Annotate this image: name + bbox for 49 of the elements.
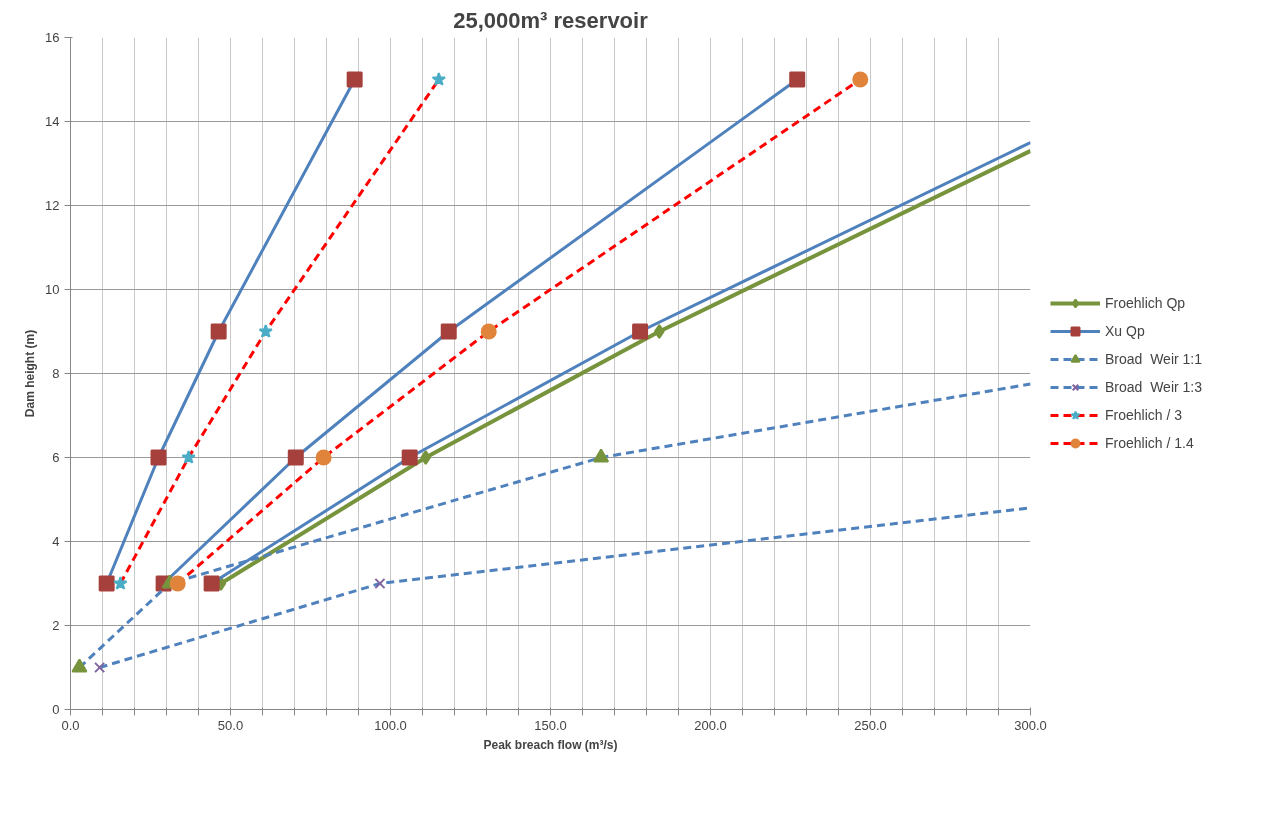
legend-label: Broad Weir 1:1 (1105, 351, 1203, 367)
point (258, 324, 273, 338)
chart-title: 25,000m³ reservoir (453, 7, 649, 33)
y-tick-label: 14 (45, 114, 60, 129)
point (113, 576, 128, 590)
point (98, 575, 115, 592)
point (431, 72, 446, 86)
x-tick-label: 150.0 (534, 717, 567, 733)
x-tick-label: 100.0 (374, 717, 407, 733)
point (653, 324, 665, 339)
point (852, 71, 869, 88)
point (210, 323, 227, 340)
x-axis-title: Peak breach flow (m³/s) (483, 737, 618, 752)
point (94, 661, 106, 674)
point (632, 323, 649, 340)
legend-label: Broad Weir 1:3 (1105, 379, 1203, 395)
x-tick-label: 250.0 (854, 717, 887, 733)
point (71, 658, 88, 673)
point (480, 323, 497, 340)
legend-label: Xu Qp (1105, 323, 1145, 339)
point (420, 450, 432, 465)
point (593, 448, 610, 463)
x-tick-label: 50.0 (217, 717, 244, 733)
point (374, 577, 386, 590)
point (346, 71, 363, 88)
point (440, 323, 457, 340)
point (789, 71, 806, 88)
y-tick-label: 8 (52, 366, 60, 381)
y-tick-label: 2 (52, 618, 60, 633)
point (150, 449, 167, 466)
legend-label: Froehlich / 1.4 (1105, 435, 1194, 451)
y-tick-label: 16 (45, 30, 60, 45)
point (169, 575, 186, 592)
x-tick-label: 300.0 (1014, 717, 1047, 733)
y-tick-label: 6 (52, 450, 60, 465)
point (287, 449, 304, 466)
point (401, 449, 418, 466)
legend-label: Froehlich / 3 (1105, 407, 1183, 423)
legend-label: Froehlich Qp (1105, 295, 1186, 311)
point (203, 575, 220, 592)
y-tick-label: 0 (52, 702, 60, 717)
x-tick-label: 200.0 (694, 717, 727, 733)
point (181, 450, 196, 464)
point (315, 449, 332, 466)
y-axis-title: Dam height (m) (23, 329, 38, 418)
x-tick-label: 0.0 (61, 717, 80, 733)
y-tick-label: 10 (45, 282, 60, 297)
y-tick-label: 4 (52, 534, 60, 549)
y-tick-label: 12 (45, 198, 60, 213)
